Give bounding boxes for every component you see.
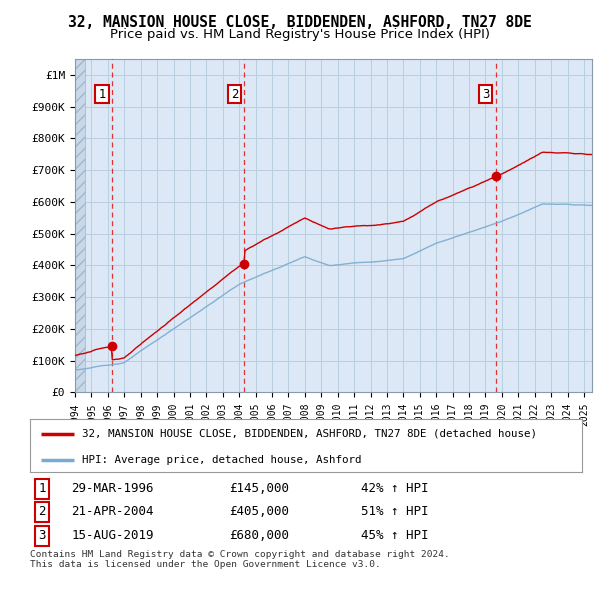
Text: 32, MANSION HOUSE CLOSE, BIDDENDEN, ASHFORD, TN27 8DE (detached house): 32, MANSION HOUSE CLOSE, BIDDENDEN, ASHF… <box>82 429 538 439</box>
Text: 21-APR-2004: 21-APR-2004 <box>71 506 154 519</box>
Bar <box>75 59 85 392</box>
Text: 3: 3 <box>482 87 490 100</box>
Text: 2: 2 <box>230 87 238 100</box>
Text: Price paid vs. HM Land Registry's House Price Index (HPI): Price paid vs. HM Land Registry's House … <box>110 28 490 41</box>
Text: 51% ↑ HPI: 51% ↑ HPI <box>361 506 428 519</box>
Text: 45% ↑ HPI: 45% ↑ HPI <box>361 529 428 542</box>
Text: 32, MANSION HOUSE CLOSE, BIDDENDEN, ASHFORD, TN27 8DE: 32, MANSION HOUSE CLOSE, BIDDENDEN, ASHF… <box>68 15 532 30</box>
Text: 15-AUG-2019: 15-AUG-2019 <box>71 529 154 542</box>
Text: 3: 3 <box>38 529 46 542</box>
Text: Contains HM Land Registry data © Crown copyright and database right 2024.
This d: Contains HM Land Registry data © Crown c… <box>30 550 450 569</box>
Text: 1: 1 <box>98 87 106 100</box>
Text: 29-MAR-1996: 29-MAR-1996 <box>71 482 154 495</box>
Text: £405,000: £405,000 <box>229 506 289 519</box>
Text: 2: 2 <box>38 506 46 519</box>
Text: 1: 1 <box>38 482 46 495</box>
Text: £145,000: £145,000 <box>229 482 289 495</box>
Text: £680,000: £680,000 <box>229 529 289 542</box>
Text: HPI: Average price, detached house, Ashford: HPI: Average price, detached house, Ashf… <box>82 455 362 466</box>
Text: 42% ↑ HPI: 42% ↑ HPI <box>361 482 428 495</box>
